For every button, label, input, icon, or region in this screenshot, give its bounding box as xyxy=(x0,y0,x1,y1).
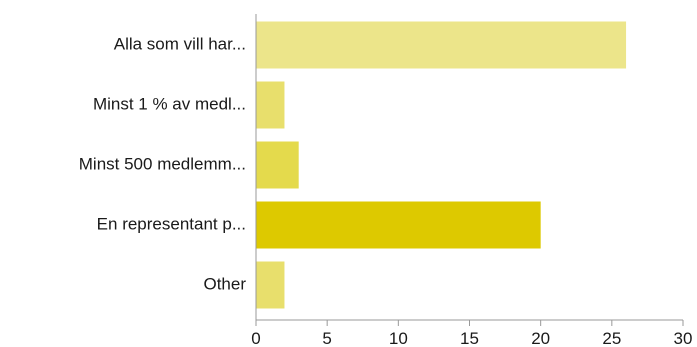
x-tick-label: 10 xyxy=(389,329,408,347)
x-tick-label: 30 xyxy=(674,329,693,347)
x-tick-label: 15 xyxy=(460,329,479,347)
x-tick-label: 25 xyxy=(602,329,621,347)
bar-3 xyxy=(256,201,541,249)
bar-4 xyxy=(256,261,285,309)
x-ticks-group: 0 5 10 15 20 25 30 xyxy=(251,320,692,347)
category-label: Other xyxy=(203,274,246,293)
bars-group xyxy=(256,21,627,309)
category-label: Minst 1 % av medl... xyxy=(93,94,246,113)
bar-1 xyxy=(256,81,285,129)
category-label: Minst 500 medlemm... xyxy=(79,154,246,173)
x-tick-label: 5 xyxy=(322,329,331,347)
x-tick-label: 0 xyxy=(251,329,260,347)
category-label: Alla som vill har... xyxy=(114,34,246,53)
bar-2 xyxy=(256,141,299,189)
category-label: En representant p... xyxy=(97,214,246,233)
bar-0 xyxy=(256,21,627,69)
category-labels-group: Alla som vill har... Minst 1 % av medl...… xyxy=(79,34,247,293)
x-tick-label: 20 xyxy=(531,329,550,347)
